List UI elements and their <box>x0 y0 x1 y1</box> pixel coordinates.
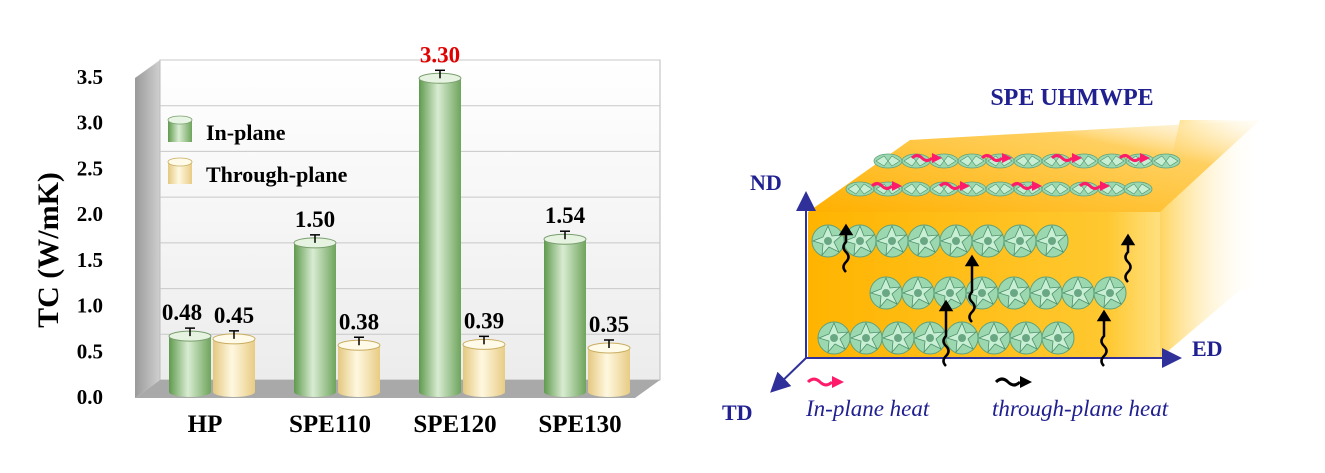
data-label: 0.45 <box>214 303 254 328</box>
y-tick-label: 3.5 <box>77 65 103 89</box>
bar-through-plane: 0.45 <box>212 303 256 397</box>
y-tick-label: 2.0 <box>77 202 103 226</box>
category-label: HP <box>188 411 223 438</box>
legend-label-through-plane: Through-plane <box>206 162 348 187</box>
legend-swatch-in-plane <box>167 115 193 142</box>
in-plane-heat-icon <box>806 377 834 387</box>
category-label: SPE110 <box>289 411 371 438</box>
data-label: 3.30 <box>420 42 460 67</box>
legend-swatch-through-plane <box>167 157 193 184</box>
axis-label-ed: ED <box>1192 336 1223 361</box>
data-label: 0.48 <box>162 300 202 325</box>
spe-uhmwpe-diagram: SPE UHMWPE ND ED TD <box>722 85 1260 425</box>
heat-legend: In-plane heat through-plane heat <box>805 376 1169 421</box>
chart-side-wall <box>135 60 160 398</box>
y-tick-label: 1.5 <box>77 248 103 272</box>
bar-through-plane: 0.38 <box>337 309 381 397</box>
data-label: 1.54 <box>545 203 586 228</box>
through-plane-heat-icon <box>994 377 1022 387</box>
legend-through-plane-heat: through-plane heat <box>992 396 1169 421</box>
y-tick-label: 1.0 <box>77 294 103 318</box>
chart-floor <box>135 380 660 398</box>
y-tick-label: 0.5 <box>77 339 103 363</box>
y-tick-label: 0.0 <box>77 385 103 409</box>
bar-through-plane: 0.35 <box>587 312 631 397</box>
bar-in-plane: 3.30 <box>418 42 462 397</box>
data-label: 0.38 <box>339 309 379 334</box>
bar-in-plane: 1.50 <box>293 207 337 397</box>
axis-label-td: TD <box>722 400 753 425</box>
category-label: SPE130 <box>538 411 621 438</box>
data-label: 0.39 <box>464 308 504 333</box>
y-tick-label: 3.0 <box>77 111 103 135</box>
legend: In-plane Through-plane <box>167 115 348 187</box>
y-axis-ticks: 0.0 0.5 1.0 1.5 2.0 2.5 3.0 3.5 <box>77 65 103 409</box>
legend-label-in-plane: In-plane <box>206 120 286 145</box>
y-axis-label: TC (W/mK) <box>32 172 65 328</box>
axis-label-nd: ND <box>750 170 782 195</box>
category-label: SPE120 <box>413 411 496 438</box>
diagram-title: SPE UHMWPE <box>990 85 1153 111</box>
data-label: 0.35 <box>589 312 629 337</box>
bar-through-plane: 0.39 <box>462 308 506 397</box>
in-plane-arrowheads <box>892 153 1150 191</box>
data-label: 1.50 <box>295 207 335 232</box>
y-tick-label: 2.5 <box>77 156 103 180</box>
bars: 0.48 0.45 1.50 0.38 3.30 0.39 1.54 0.35 <box>162 42 631 397</box>
bar-chart: 0.0 0.5 1.0 1.5 2.0 2.5 3.0 3.5 0.48 0.45 1.50 0.3… <box>32 42 661 438</box>
legend-in-plane-heat: In-plane heat <box>805 396 930 421</box>
in-plane-heat-arrows <box>870 154 1142 190</box>
bar-in-plane: 1.54 <box>543 203 587 397</box>
through-plane-heat-arrows <box>838 223 1136 367</box>
category-labels: HP SPE110 SPE120 SPE130 <box>188 411 622 438</box>
axes: ND ED TD <box>722 170 1223 425</box>
bar-in-plane: 0.48 <box>162 300 212 397</box>
